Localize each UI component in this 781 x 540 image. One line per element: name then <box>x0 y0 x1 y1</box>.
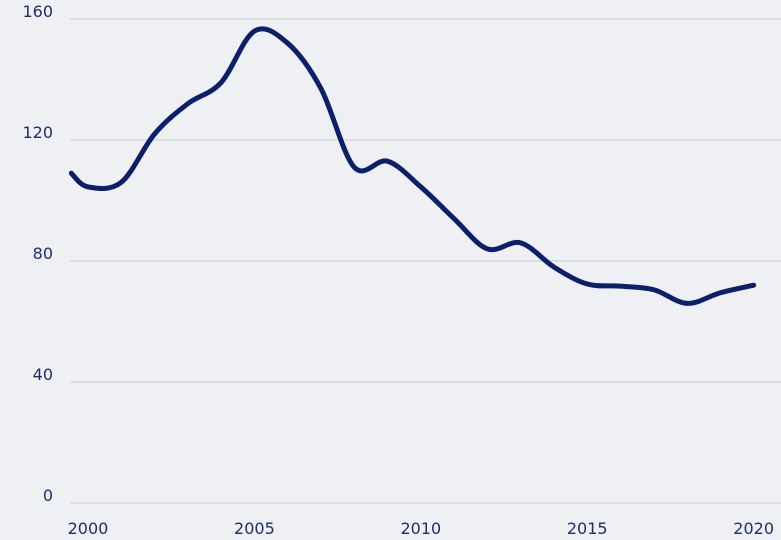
y-tick-label: 160 <box>22 2 53 21</box>
x-tick-label: 2000 <box>68 519 109 538</box>
line <box>68 26 757 306</box>
y-tick-label: 40 <box>33 365 53 384</box>
x-tick-label: 2015 <box>567 519 608 538</box>
x-tick-label: 2005 <box>234 519 275 538</box>
y-tick-label: 0 <box>43 486 53 505</box>
x-tick-label: 2020 <box>733 519 774 538</box>
y-tick-label: 120 <box>22 123 53 142</box>
y-tick-label: 80 <box>33 244 53 263</box>
x-tick-label: 2010 <box>400 519 441 538</box>
